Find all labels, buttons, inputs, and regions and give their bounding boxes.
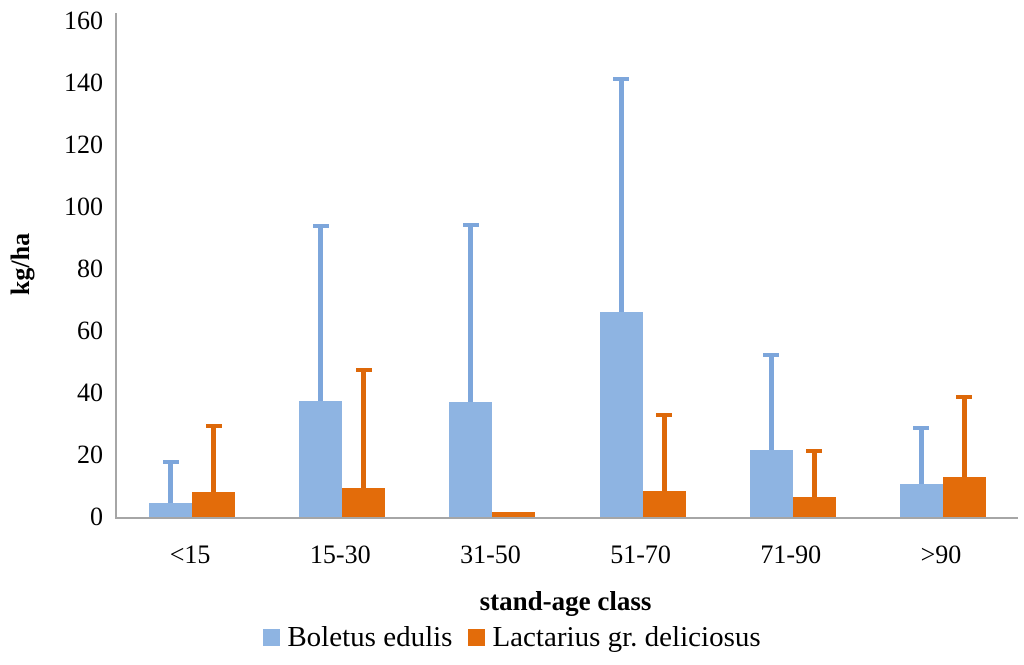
error-bar-cap-boletus-edulis-31-50 [462,222,479,227]
error-bar-cap-lactarius-gr-deliciosus-15 [205,424,222,428]
error-bar-stem-lactarius-gr-deliciosus-90 [961,394,967,477]
legend-swatch-boletus-edulis [263,629,281,646]
error-bar-stem-boletus-edulis-15-30 [318,224,324,401]
chart-legend: Boletus edulis Lactarius gr. deliciosus [0,621,1024,654]
legend-label-lactarius-gr-deliciosus: Lactarius gr. deliciosus [492,621,761,653]
bar-lactarius-gr-deliciosus-51-70 [642,490,686,517]
bar-lactarius-gr-deliciosus-15 [192,492,236,517]
error-bar-cap-boletus-edulis-90 [913,425,930,430]
error-bar-stem-boletus-edulis-71-90 [768,352,774,451]
error-bar-stem-lactarius-gr-deliciosus-15-30 [361,368,367,488]
error-bar-cap-boletus-edulis-51-70 [613,76,630,81]
error-bar-cap-lactarius-gr-deliciosus-15-30 [355,368,372,373]
x-tick-label-90: >90 [920,540,962,569]
error-bar-cap-boletus-edulis-15-30 [312,224,329,229]
x-tick-label-15: <15 [169,540,211,569]
bar-lactarius-gr-deliciosus-71-90 [792,496,836,517]
error-bar-stem-lactarius-gr-deliciosus-51-70 [661,413,667,491]
legend-swatch-lactarius-gr-deliciosus [468,629,486,646]
y-tick-label-160: 160 [64,6,103,35]
x-tick-label-31-50: 31-50 [460,540,521,569]
y-tick-label-80: 80 [77,254,103,283]
error-bar-stem-lactarius-gr-deliciosus-15 [211,424,217,493]
y-tick-label-120: 120 [64,130,103,159]
bar-lactarius-gr-deliciosus-31-50 [492,512,536,517]
bar-boletus-edulis-31-50 [449,402,493,517]
y-tick-label-0: 0 [90,502,103,531]
bar-lactarius-gr-deliciosus-15-30 [342,487,386,517]
y-tick-label-20: 20 [77,440,103,469]
error-bar-stem-boletus-edulis-90 [918,425,924,485]
plot-area [115,13,1018,519]
bar-lactarius-gr-deliciosus-90 [942,476,986,517]
error-bar-cap-boletus-edulis-71-90 [763,352,780,357]
bar-boletus-edulis-51-70 [599,312,643,517]
y-tick-label-40: 40 [77,378,103,407]
y-tick-label-100: 100 [64,192,103,221]
y-tick-label-60: 60 [77,316,103,345]
error-bar-stem-boletus-edulis-51-70 [618,76,624,313]
bar-boletus-edulis-15-30 [299,400,343,517]
error-bar-cap-boletus-edulis-15 [162,459,179,464]
bar-boletus-edulis-90 [899,484,943,517]
y-tick-label-140: 140 [64,68,103,97]
error-bar-stem-boletus-edulis-31-50 [468,222,474,403]
x-tick-label-15-30: 15-30 [309,540,371,569]
error-bar-stem-lactarius-gr-deliciosus-71-90 [811,448,817,497]
bar-boletus-edulis-71-90 [749,450,793,517]
error-bar-cap-lactarius-gr-deliciosus-90 [956,394,973,399]
legend-label-boletus-edulis: Boletus edulis [287,621,453,653]
bar-boletus-edulis-15 [149,503,193,517]
error-bar-cap-lactarius-gr-deliciosus-51-70 [656,413,673,418]
x-axis-title: stand-age class [479,586,652,616]
error-bar-stem-boletus-edulis-15 [168,459,174,504]
legend-item-lactarius-gr-deliciosus: Lactarius gr. deliciosus [468,621,761,654]
x-tick-label-51-70: 51-70 [610,540,671,569]
legend-item-boletus-edulis: Boletus edulis [263,621,452,654]
error-bar-cap-lactarius-gr-deliciosus-71-90 [806,448,823,453]
x-tick-label-71-90: 71-90 [760,540,822,569]
